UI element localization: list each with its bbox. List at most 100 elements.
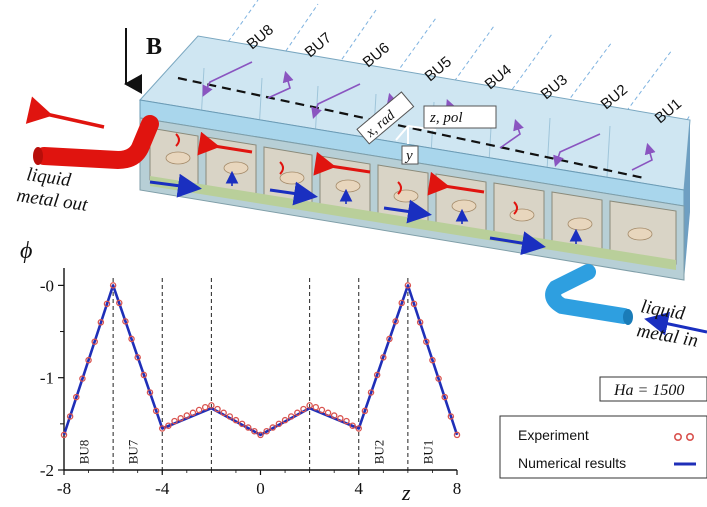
experiment-point	[373, 371, 381, 379]
experiment-point	[195, 406, 203, 414]
experiment-point	[269, 424, 277, 431]
experiment-point	[398, 299, 405, 307]
experiment-point	[116, 299, 123, 307]
legend-experiment-marker	[673, 432, 682, 441]
experiment-point	[306, 402, 313, 409]
experiment-point	[300, 405, 307, 413]
experiment-point	[201, 403, 209, 411]
experiment-point	[355, 425, 362, 432]
experiment-point	[232, 416, 240, 424]
x-tick-label: 0	[256, 479, 265, 498]
inlet-label-line2: metal in	[635, 320, 699, 351]
experiment-point	[226, 413, 234, 420]
experiment-point	[189, 409, 197, 417]
hartmann-label: Ha = 1500	[613, 382, 684, 399]
x-tick-label: -4	[155, 479, 170, 498]
inlet-flow-arrows	[149, 170, 583, 256]
potential-chart: -8 -4 0 4 8 -0 -1 -2 BU8 BU7 BU2 BU1 ϕ z	[20, 238, 461, 505]
experiment-point	[165, 422, 172, 429]
experiment-point	[275, 420, 283, 428]
experiment-point	[392, 318, 399, 325]
experiment-point	[220, 409, 227, 417]
experiment-point	[294, 409, 301, 417]
legend-experiment-marker	[685, 432, 694, 441]
experiment-point	[122, 318, 129, 325]
experiment-point	[79, 375, 86, 382]
experiment-point	[214, 405, 221, 413]
inlet-pipe	[545, 264, 707, 336]
experiment-point	[60, 431, 68, 439]
x-axis-label: z	[401, 480, 411, 505]
experiment-point	[128, 335, 135, 343]
chart-legend: Experiment Numerical results	[499, 415, 707, 479]
device-side-face	[684, 120, 690, 280]
experiment-point	[349, 422, 356, 429]
outlet-label-line2: metal out	[15, 185, 89, 216]
region-label: BU8	[77, 440, 92, 465]
field-label: B	[146, 34, 162, 60]
experiment-point	[367, 389, 375, 396]
inlet-label-line1: liquid	[639, 296, 687, 324]
experiment-point	[410, 300, 418, 308]
centre-line	[177, 76, 645, 180]
experiment-point	[208, 402, 215, 409]
experiment-point	[312, 403, 320, 411]
experiment-point	[441, 393, 448, 401]
experiment-point	[244, 424, 252, 431]
experiment-point	[361, 407, 369, 415]
experiment-point	[386, 335, 393, 343]
experiment-point	[416, 319, 424, 326]
chart-region-labels: BU8 BU7 BU2 BU1	[77, 439, 436, 464]
experiment-point	[158, 425, 166, 432]
experiment-point	[177, 415, 184, 422]
region-label: BU7	[126, 439, 141, 464]
x-tick-label: -8	[57, 479, 71, 498]
outlet-pipe	[25, 96, 159, 170]
experiment-point	[73, 393, 80, 401]
experiment-point	[324, 409, 332, 417]
chart-series	[60, 282, 461, 439]
chart-axes: -8 -4 0 4 8 -0 -1 -2	[40, 268, 461, 498]
y-axis-label: ϕ	[20, 238, 32, 264]
x-tick-label: 4	[355, 479, 364, 498]
legend-numerical-label: Numerical results	[518, 455, 626, 471]
outlet-flow-arrows	[175, 131, 518, 215]
experiment-point	[423, 338, 430, 345]
legend-experiment-label: Experiment	[518, 427, 589, 443]
experiment-point	[134, 354, 141, 361]
experiment-point	[447, 413, 455, 420]
experiment-point	[263, 427, 270, 435]
experiment-point	[435, 375, 442, 382]
axis-y-label: y	[404, 148, 413, 164]
y-tick-label: -1	[40, 369, 54, 388]
experiment-point	[140, 371, 148, 379]
numerical-results-line	[62, 284, 459, 437]
y-tick-label: -2	[40, 461, 54, 480]
experiment-point	[251, 427, 258, 435]
experiment-point	[238, 420, 246, 428]
device-schematic: B BU8 BU7 BU6 BU5 BU4 BU3 BU2 BU1 x, rad…	[15, 0, 707, 352]
region-label: BU1	[420, 440, 435, 465]
experiment-point	[85, 356, 92, 364]
experiment-point	[330, 412, 338, 419]
experiment-point	[318, 406, 326, 414]
experiment-point	[281, 416, 289, 424]
experiment-point	[343, 417, 350, 425]
experiment-point	[183, 412, 191, 419]
experiment-point	[404, 282, 412, 289]
experiment-point	[97, 319, 105, 326]
region-label: BU2	[371, 440, 386, 465]
axis-z-pol-label: z, pol	[429, 110, 463, 126]
experiment-point	[287, 413, 295, 420]
experiment-point	[337, 415, 344, 422]
experiment-point	[66, 413, 74, 420]
chart-dividers	[112, 278, 409, 470]
experiment-point	[146, 389, 154, 396]
hartmann-box: Ha = 1500	[599, 376, 707, 402]
experiment-point	[429, 356, 436, 364]
experiment-point	[171, 417, 178, 425]
experiment-point	[91, 338, 98, 345]
experiment-point	[103, 300, 111, 308]
x-tick-label: 8	[453, 479, 462, 498]
